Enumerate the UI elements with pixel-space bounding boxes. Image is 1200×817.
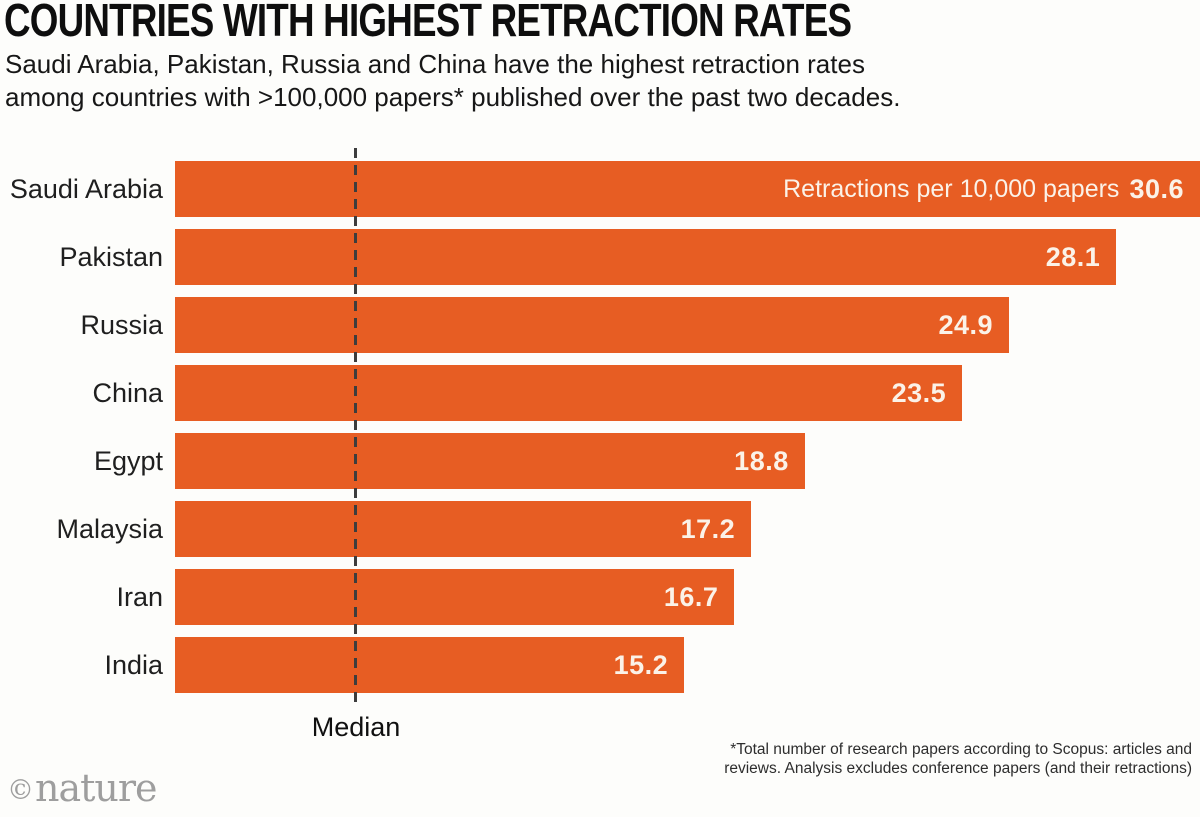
median-line: [354, 148, 357, 706]
bar-track: 16.7: [175, 569, 1200, 625]
bar-track: 15.2: [175, 637, 1200, 693]
bar-malaysia: 17.2: [175, 501, 752, 557]
chart-subtitle: Saudi Arabia, Pakistan, Russia and China…: [5, 48, 900, 114]
footnote-line-1: *Total number of research papers accordi…: [730, 741, 1192, 758]
footnote-line-2: reviews. Analysis excludes conference pa…: [724, 760, 1192, 777]
bar-value-label: 30.6: [1129, 173, 1184, 204]
bar-pakistan: 28.1: [175, 229, 1117, 285]
country-label: Russia: [80, 309, 163, 340]
footnote: *Total number of research papers accordi…: [724, 740, 1192, 778]
bar-track: 24.9: [175, 297, 1200, 353]
bar-chart: Saudi Arabia Retractions per 10,000 paper…: [0, 161, 1200, 693]
country-label: Malaysia: [56, 513, 163, 544]
chart-row: Iran 16.7: [0, 569, 1200, 625]
bar-value-label: 15.2: [613, 649, 669, 680]
value-axis-label: Retractions per 10,000 papers: [783, 174, 1120, 203]
subtitle-line-1: Saudi Arabia, Pakistan, Russia and China…: [5, 49, 865, 79]
chart-row: Malaysia 17.2: [0, 501, 1200, 557]
chart-row: Russia 24.9: [0, 297, 1200, 353]
chart-title: COUNTRIES WITH HIGHEST RETRACTION RATES: [4, 0, 852, 46]
bar-track: 18.8: [175, 433, 1200, 489]
country-label: Saudi Arabia: [9, 173, 163, 204]
bar-india: 15.2: [175, 637, 685, 693]
bar-russia: 24.9: [175, 297, 1010, 353]
copyright-icon: ©: [7, 775, 34, 806]
chart-row: India 15.2: [0, 637, 1200, 693]
bar-value-label: 16.7: [663, 581, 719, 612]
chart-row: Egypt 18.8: [0, 433, 1200, 489]
country-label: India: [104, 649, 163, 680]
bar-track: Retractions per 10,000 papers 30.6: [175, 161, 1200, 217]
chart-row: Saudi Arabia Retractions per 10,000 paper…: [0, 161, 1200, 217]
bar-track: 17.2: [175, 501, 1200, 557]
bar-china: 23.5: [175, 365, 963, 421]
bar-saudi-arabia: Retractions per 10,000 papers 30.6: [175, 161, 1200, 217]
bar-value-label: 17.2: [680, 513, 736, 544]
country-label: China: [92, 377, 163, 408]
bar-egypt: 18.8: [175, 433, 805, 489]
nature-logo: ©nature: [7, 766, 158, 811]
chart-row: Pakistan 28.1: [0, 229, 1200, 285]
bar-value-label: 28.1: [1045, 241, 1101, 272]
bar-value-label: 18.8: [734, 445, 789, 476]
bar-track: 23.5: [175, 365, 1200, 421]
bar-track: 28.1: [175, 229, 1200, 285]
country-label: Pakistan: [59, 241, 163, 272]
subtitle-line-2: among countries with >100,000 papers* pu…: [5, 82, 901, 112]
bar-value-label: 23.5: [891, 377, 947, 408]
bar-value-label: 24.9: [938, 309, 994, 340]
bar-iran: 16.7: [175, 569, 735, 625]
country-label: Egypt: [93, 445, 163, 476]
country-label: Iran: [116, 581, 163, 612]
median-label: Median: [311, 712, 401, 742]
nature-wordmark: nature: [35, 766, 158, 810]
chart-row: China 23.5: [0, 365, 1200, 421]
